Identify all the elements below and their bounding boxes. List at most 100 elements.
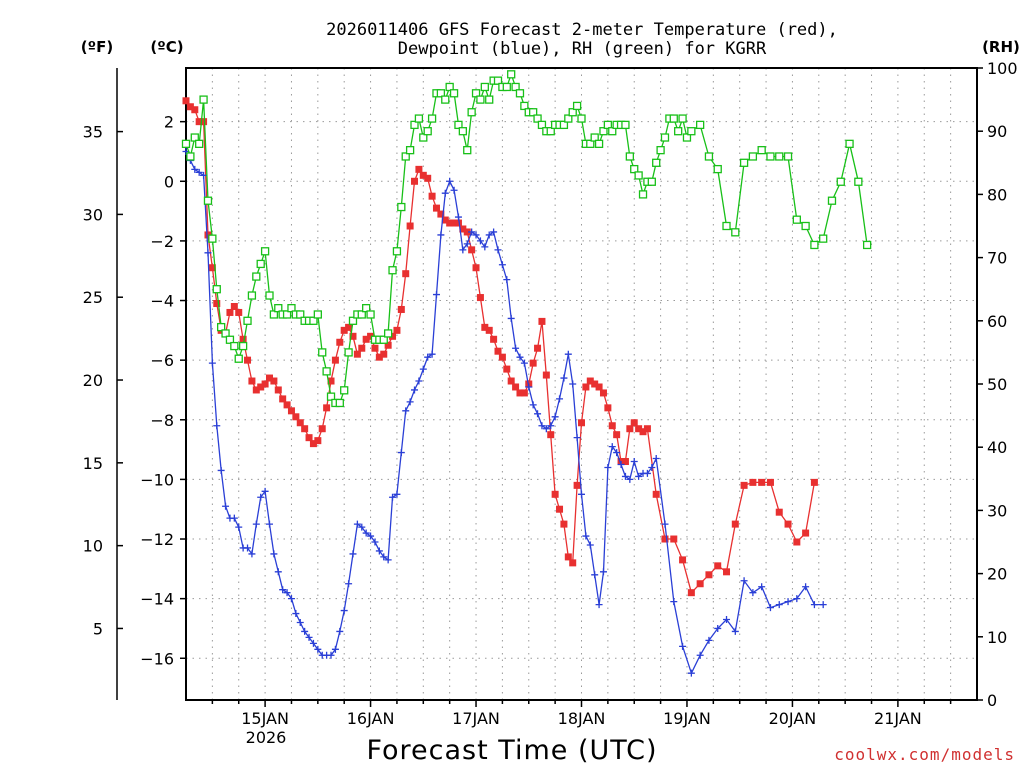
dewpoint-point (235, 523, 243, 531)
dewpoint-point (261, 487, 269, 495)
x-axis-label: Forecast Time (UTC) (366, 735, 657, 766)
dewpoint-point (630, 458, 638, 466)
rh-line (185, 72, 868, 404)
dewpoint-point (635, 472, 643, 480)
rh-point (243, 316, 252, 325)
dewpoint-point (437, 231, 445, 239)
rh-point (195, 139, 204, 148)
2-meter-temperature-point (687, 589, 695, 597)
dewpoint-point (402, 407, 410, 415)
dewpoint-point (428, 350, 436, 358)
dewpoint-point (758, 583, 766, 591)
rh-point (507, 70, 516, 79)
rh-point (674, 127, 683, 136)
dewpoint-point (472, 231, 480, 239)
2-meter-temperature-point (652, 490, 660, 498)
rh-point (599, 127, 608, 136)
rh-point (502, 82, 511, 92)
dewpoint-point (287, 595, 295, 603)
dewpoint-point (345, 580, 353, 588)
2-meter-temperature-point (586, 377, 594, 385)
2-meter-temperature-series (182, 97, 818, 597)
dewpoint-point (222, 502, 230, 510)
2-meter-temperature-point (279, 395, 287, 403)
dewpoint-point (516, 353, 524, 361)
2-meter-temperature-point (182, 97, 190, 105)
rh-point (836, 177, 845, 186)
2-meter-temperature-point (582, 383, 590, 391)
rh-point (247, 291, 257, 300)
2-meter-temperature-point (613, 431, 621, 439)
rh-point (731, 228, 740, 237)
rh-point (572, 101, 582, 111)
2-meter-temperature-point (239, 335, 247, 343)
dewpoint-point (525, 383, 533, 391)
rh-point (287, 304, 296, 313)
rh-point (335, 398, 344, 408)
rh-point (739, 158, 749, 167)
dewpoint-point (252, 520, 260, 528)
rh-point (546, 127, 555, 136)
rh-point (449, 89, 459, 98)
dewpoint-point (648, 463, 656, 471)
rh-point (660, 133, 670, 142)
dewpoint-point (819, 601, 827, 609)
rh-point (669, 114, 678, 123)
dewpoint-point (749, 589, 757, 597)
dewpoint-point (397, 449, 405, 457)
rh-point (326, 392, 336, 401)
2-meter-temperature-point (244, 356, 252, 364)
rh-point (480, 82, 489, 92)
rh-point (757, 146, 766, 155)
dewpoint-point (301, 627, 309, 635)
dewpoint-point (411, 386, 419, 394)
dewpoint-point (195, 168, 203, 176)
2-meter-temperature-point (283, 401, 291, 409)
dewpoint-point (296, 618, 304, 626)
2-meter-temperature-point (520, 389, 528, 397)
dewpoint-series (182, 147, 827, 677)
dewpoint-point (476, 237, 484, 245)
dewpoint-point (494, 246, 502, 254)
dewpoint-point (340, 607, 348, 615)
dewpoint-point (371, 538, 379, 546)
2-meter-temperature-point (573, 481, 581, 489)
x-tick-label: 15JAN (241, 709, 289, 728)
rh-point (766, 152, 775, 161)
rh-point (313, 310, 322, 319)
2-meter-temperature-point (437, 210, 445, 218)
2-meter-temperature-point (200, 118, 208, 126)
dewpoint-point (498, 261, 506, 269)
rh-point (252, 272, 261, 281)
2-meter-temperature-point (261, 380, 269, 388)
celsius-tick-label: −6 (150, 351, 174, 370)
dewpoint-point (723, 616, 731, 624)
rh-point (515, 89, 525, 98)
rh-point (467, 108, 476, 117)
2-meter-temperature-point (287, 407, 295, 415)
dewpoint-point (626, 475, 634, 483)
2-meter-temperature-point (810, 478, 818, 486)
rh-point (397, 202, 406, 212)
2-meter-temperature-point (257, 383, 265, 391)
rh-point (190, 133, 199, 142)
dewpoint-point (375, 547, 383, 555)
dewpoint-point (217, 466, 225, 474)
dewpoint-point (582, 532, 590, 540)
dewpoint-point (599, 568, 607, 576)
rh-point (810, 240, 819, 250)
dewpoint-point (305, 633, 313, 641)
2-meter-temperature-point (595, 383, 603, 391)
2-meter-temperature-point (560, 520, 568, 528)
2-meter-temperature-point (353, 350, 361, 358)
2-meter-temperature-point (599, 389, 607, 397)
2-meter-temperature-point (485, 326, 493, 334)
2-meter-temperature-point (195, 118, 203, 126)
rh-point (225, 335, 235, 344)
rh-tick-label: 30 (987, 501, 1007, 520)
dewpoint-point (714, 624, 722, 632)
rh-point (388, 266, 397, 275)
rh-tick-label: 0 (987, 691, 997, 710)
2-meter-temperature-point (230, 302, 238, 310)
dewpoint-point (468, 228, 476, 236)
